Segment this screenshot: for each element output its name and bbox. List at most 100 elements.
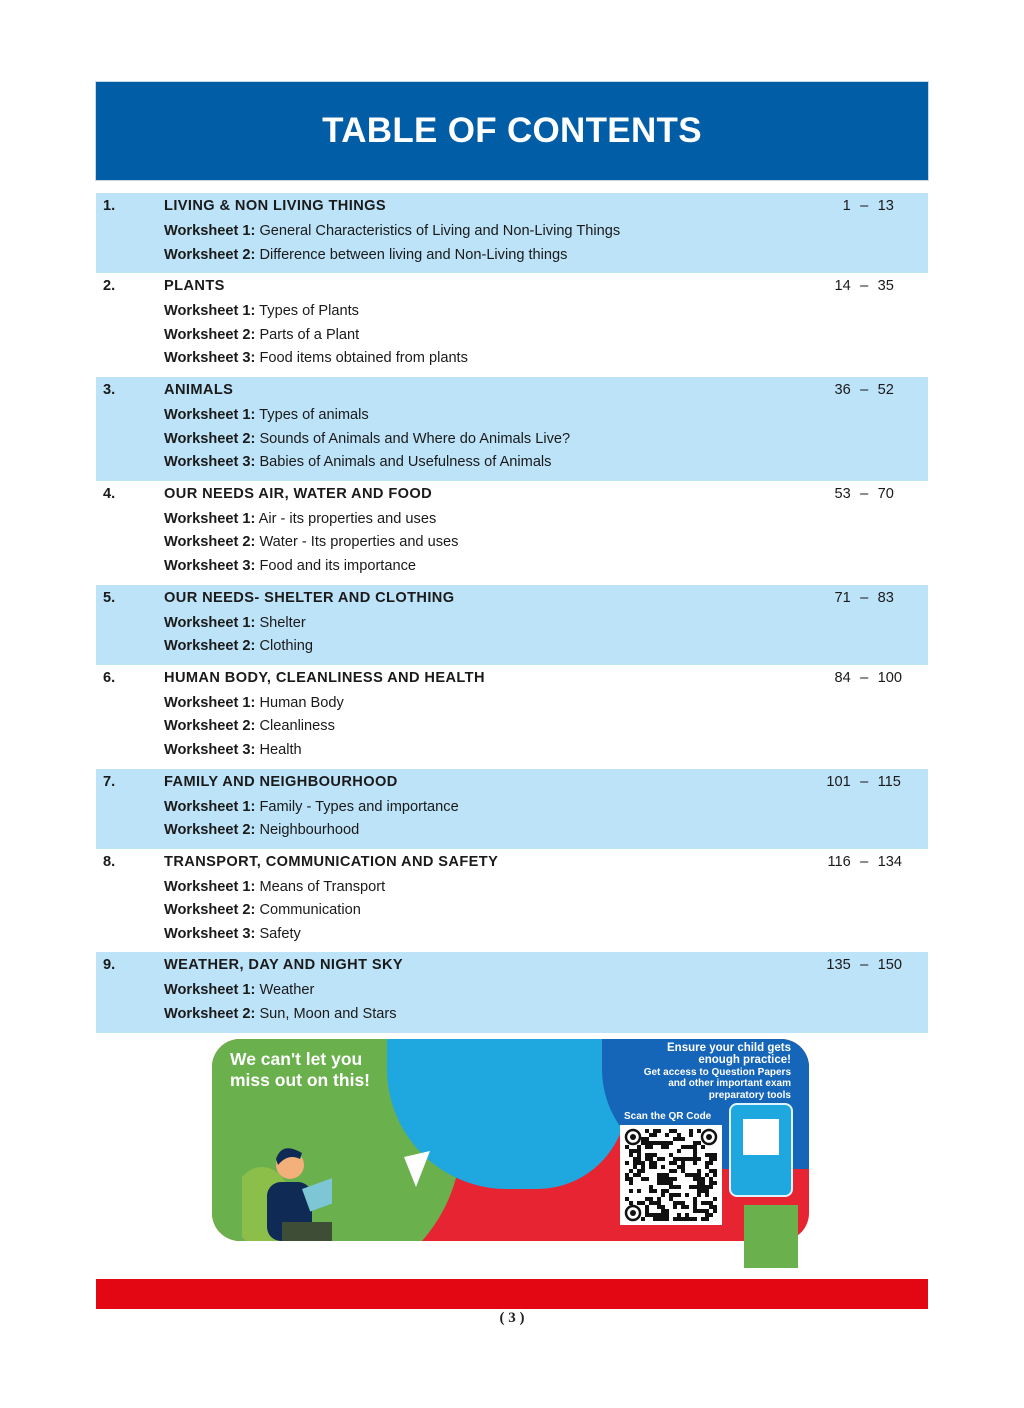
phone-illustration [729, 1103, 793, 1197]
page-range: 84 – 100 [796, 669, 916, 688]
worksheet-title: Sounds of Animals and Where do Animals L… [259, 430, 571, 447]
section-title[interactable]: OUR NEEDS AIR, WATER AND FOOD [164, 485, 433, 502]
worksheet-label: Worksheet 3: [164, 557, 256, 574]
page-start: 36 [834, 381, 851, 398]
worksheet-title: Food items obtained from plants [259, 350, 468, 367]
worksheet-title: Means of Transport [259, 878, 386, 895]
section-title[interactable]: FAMILY AND NEIGHBOURHOOD [164, 773, 398, 790]
page-range-dash: – [860, 381, 869, 398]
section-title[interactable]: PLANTS [164, 278, 225, 295]
worksheet-item[interactable]: Worksheet 2: Cleanliness [164, 715, 928, 739]
banner-headline: We can't let you miss out on this! [230, 1049, 370, 1090]
worksheet-item[interactable]: Worksheet 1: Family - Types and importan… [164, 796, 928, 820]
toc-section[interactable]: 3. 36 – 52 ANIMALS Worksheet 1: Types of … [96, 376, 928, 481]
qr-code[interactable] [620, 1125, 722, 1225]
page-end: 35 [877, 278, 894, 295]
worksheet-title: Parts of a Plant [259, 326, 360, 343]
worksheet-item[interactable]: Worksheet 2: Neighbourhood [164, 819, 928, 843]
worksheet-item[interactable]: Worksheet 3: Food items obtained from pl… [164, 347, 928, 371]
page-range: 71 – 83 [796, 589, 916, 608]
worksheet-item[interactable]: Worksheet 3: Safety [164, 923, 928, 947]
worksheet-label: Worksheet 2: [164, 326, 256, 343]
section-title[interactable]: WEATHER, DAY AND NIGHT SKY [164, 957, 404, 974]
page-start: 53 [834, 485, 851, 502]
worksheet-label: Worksheet 3: [164, 925, 256, 942]
page-range: 1 – 13 [796, 197, 916, 216]
worksheet-item[interactable]: Worksheet 2: Sounds of Animals and Where… [164, 428, 928, 452]
worksheet-label: Worksheet 1: [164, 303, 256, 320]
worksheet-label: Worksheet 2: [164, 1006, 256, 1023]
worksheet-item[interactable]: Worksheet 1: Air - its properties and us… [164, 508, 928, 532]
section-number: 6. [103, 669, 116, 686]
worksheet-item[interactable]: Worksheet 1: Means of Transport [164, 876, 928, 900]
worksheet-label: Worksheet 2: [164, 822, 256, 839]
toc-section[interactable]: 9. 135 – 150 WEATHER, DAY AND NIGHT SKY W… [96, 952, 928, 1033]
worksheet-title: Communication [259, 902, 361, 919]
worksheet-item[interactable]: Worksheet 2: Communication [164, 899, 928, 923]
worksheet-item[interactable]: Worksheet 1: Types of Plants [164, 300, 928, 324]
page-end: 13 [877, 198, 894, 214]
toc-section[interactable]: 6. 84 – 100 HUMAN BODY, CLEANLINESS AND … [96, 665, 928, 769]
toc-section[interactable]: 7. 101 – 115 FAMILY AND NEIGHBOURHOOD Wor… [96, 768, 928, 849]
page-end: 70 [877, 485, 894, 502]
worksheet-title: Family - Types and importance [259, 798, 459, 815]
worksheet-label: Worksheet 1: [164, 614, 256, 631]
worksheet-label: Worksheet 1: [164, 694, 256, 711]
worksheet-item[interactable]: Worksheet 1: Human Body [164, 692, 928, 716]
phone-qr-icon [743, 1119, 779, 1155]
worksheet-label: Worksheet 3: [164, 454, 256, 471]
worksheet-item[interactable]: Worksheet 3: Food and its importance [164, 555, 928, 579]
worksheet-item[interactable]: Worksheet 2: Clothing [164, 635, 928, 659]
worksheet-item[interactable]: Worksheet 3: Health [164, 739, 928, 763]
banner-promo-text: Ensure your child gets enough practice! … [643, 1042, 791, 1102]
toc-section[interactable]: 8. 116 – 134 TRANSPORT, COMMUNICATION AN… [96, 849, 928, 953]
toc-section[interactable]: 1. 1 – 13 LIVING & NON LIVING THINGS Work… [96, 193, 928, 274]
section-title[interactable]: ANIMALS [164, 381, 234, 398]
worksheet-item[interactable]: Worksheet 2: Water - Its properties and … [164, 531, 928, 555]
page-range: 36 – 52 [796, 381, 916, 400]
page-range: 116 – 134 [796, 853, 916, 872]
worksheet-item[interactable]: Worksheet 1: Shelter [164, 612, 928, 636]
page-range: 135 – 150 [796, 956, 916, 975]
section-title[interactable]: TRANSPORT, COMMUNICATION AND SAFETY [164, 853, 499, 870]
page-range-dash: – [860, 773, 869, 790]
worksheet-title: Water - Its properties and uses [259, 534, 459, 551]
page-start: 101 [826, 773, 851, 790]
worksheet-label: Worksheet 3: [164, 741, 256, 758]
worksheet-label: Worksheet 1: [164, 878, 256, 895]
toc-list: 1. 1 – 13 LIVING & NON LIVING THINGS Work… [96, 193, 928, 1033]
worksheet-title: Types of animals [259, 406, 369, 423]
worksheet-item[interactable]: Worksheet 1: Types of animals [164, 404, 928, 428]
worksheet-title: Types of Plants [259, 303, 359, 320]
page-start: 84 [834, 669, 851, 686]
worksheet-item[interactable]: Worksheet 1: General Characteristics of … [164, 220, 928, 244]
page-end: 52 [877, 381, 894, 398]
section-title[interactable]: LIVING & NON LIVING THINGS [164, 198, 387, 214]
worksheet-item[interactable]: Worksheet 2: Parts of a Plant [164, 324, 928, 348]
section-number: 4. [103, 485, 116, 502]
section-number: 1. [103, 198, 116, 214]
worksheet-title: Babies of Animals and Usefulness of Anim… [259, 454, 552, 471]
promo-banner[interactable]: We can't let you miss out on this! Ensur… [212, 1039, 809, 1241]
worksheet-item[interactable]: Worksheet 3: Babies of Animals and Usefu… [164, 451, 928, 475]
worksheet-title: Health [259, 741, 302, 758]
section-title[interactable]: HUMAN BODY, CLEANLINESS AND HEALTH [164, 669, 485, 686]
worksheet-item[interactable]: Worksheet 2: Sun, Moon and Stars [164, 1003, 928, 1027]
worksheet-title: Weather [259, 982, 315, 999]
worksheet-label: Worksheet 3: [164, 350, 256, 367]
footer-bar [96, 1279, 928, 1309]
page-start: 1 [842, 198, 851, 214]
page-range-dash: – [860, 853, 869, 870]
page-range-dash: – [860, 198, 869, 214]
toc-section[interactable]: 4. 53 – 70 OUR NEEDS AIR, WATER AND FOOD… [96, 481, 928, 585]
page-range-dash: – [860, 957, 869, 974]
page-end: 115 [877, 773, 901, 790]
toc-section[interactable]: 5. 71 – 83 OUR NEEDS- SHELTER AND CLOTHI… [96, 584, 928, 665]
section-title[interactable]: OUR NEEDS- SHELTER AND CLOTHING [164, 589, 455, 606]
worksheet-item[interactable]: Worksheet 1: Weather [164, 979, 928, 1003]
worksheet-title: Shelter [259, 614, 306, 631]
section-number: 8. [103, 853, 116, 870]
toc-section[interactable]: 2. 14 – 35 PLANTS Worksheet 1: Types of P… [96, 273, 928, 377]
worksheet-item[interactable]: Worksheet 2: Difference between living a… [164, 244, 928, 268]
